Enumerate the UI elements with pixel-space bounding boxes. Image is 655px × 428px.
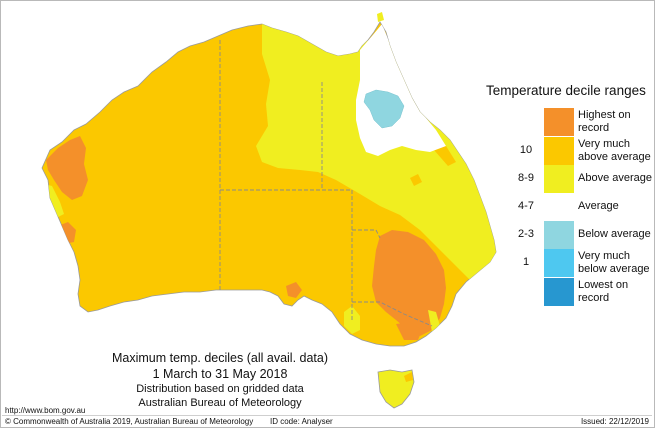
legend-label-line: below average bbox=[578, 262, 650, 275]
record-high-vic bbox=[396, 322, 422, 340]
map-title: Maximum temp. deciles (all avail. data) bbox=[111, 351, 329, 365]
legend-label-line: record bbox=[578, 291, 610, 304]
legend-title: Temperature decile ranges bbox=[486, 83, 646, 98]
record-high-sa-gulf bbox=[286, 282, 302, 298]
legend-label: Above average bbox=[578, 172, 652, 185]
tasmania-hot-spot bbox=[404, 372, 413, 382]
legend-label-line: Very much bbox=[578, 138, 630, 150]
legend-label-line: Above average bbox=[578, 172, 652, 184]
northern-island bbox=[377, 12, 384, 22]
map-period: 1 March to 31 May 2018 bbox=[152, 367, 288, 381]
legend-range: 8-9 bbox=[518, 172, 534, 184]
legend-label-line: above average bbox=[578, 150, 651, 163]
tasmania-region bbox=[377, 369, 415, 409]
below-average-region bbox=[363, 89, 405, 129]
legend-row-below: 2-3 Below average bbox=[0, 221, 655, 249]
legend-label: Highest on record bbox=[578, 109, 631, 134]
legend-range: 1 bbox=[522, 256, 530, 268]
legend-swatch-average bbox=[544, 193, 574, 221]
map-distribution-note: Distribution based on gridded data bbox=[136, 383, 304, 395]
legend-range: 2-3 bbox=[518, 228, 534, 240]
legend-label: Lowest on record bbox=[578, 279, 628, 304]
legend-label: Average bbox=[578, 200, 619, 213]
legend-swatch-above bbox=[544, 165, 574, 193]
footer-divider bbox=[2, 415, 652, 416]
record-high-wa-west bbox=[46, 136, 88, 200]
above-average-east-coast bbox=[448, 230, 496, 268]
above-average-spot bbox=[410, 174, 422, 186]
legend-swatch-below bbox=[544, 221, 574, 249]
legend-range: 10 bbox=[519, 144, 533, 156]
legend-swatch-very-much-above bbox=[544, 137, 574, 165]
legend-row-lowest: Lowest on record bbox=[0, 278, 655, 306]
footer-url[interactable]: http://www.bom.gov.au bbox=[5, 406, 86, 415]
legend-label: Very much below average bbox=[578, 250, 650, 275]
state-borders bbox=[219, 40, 433, 327]
legend-row-above: 8-9 Above average bbox=[0, 165, 655, 193]
record-high-nsw bbox=[372, 230, 446, 336]
above-average-se-corner bbox=[428, 310, 440, 332]
legend-range: 4-7 bbox=[518, 200, 534, 212]
legend-label-line: Average bbox=[578, 200, 619, 212]
legend-label-line: record bbox=[578, 121, 610, 134]
legend-label: Very much above average bbox=[578, 138, 651, 163]
legend-row-very-much-below: 1 Very much below average bbox=[0, 249, 655, 277]
footer-id-code: ID code: Analyser bbox=[270, 417, 333, 426]
legend-row-highest: Highest on record bbox=[0, 108, 655, 136]
legend-label-line: Very much bbox=[578, 250, 630, 262]
footer-issued-date: Issued: 22/12/2019 bbox=[580, 417, 649, 426]
legend-label-line: Highest on bbox=[578, 109, 631, 121]
legend-row-average: 4-7 Average bbox=[0, 193, 655, 221]
legend-swatch-highest bbox=[544, 108, 574, 136]
legend-swatch-very-much-below bbox=[544, 249, 574, 277]
legend-row-very-much-above: 10 Very much above average bbox=[0, 137, 655, 165]
legend-label-line: Lowest on bbox=[578, 279, 629, 291]
map-agency: Australian Bureau of Meteorology bbox=[138, 397, 302, 409]
footer-copyright: © Commonwealth of Australia 2019, Austra… bbox=[5, 417, 254, 426]
legend-label-line: Below average bbox=[578, 228, 651, 240]
legend-swatch-lowest bbox=[544, 278, 574, 306]
legend-label: Below average bbox=[578, 228, 651, 241]
